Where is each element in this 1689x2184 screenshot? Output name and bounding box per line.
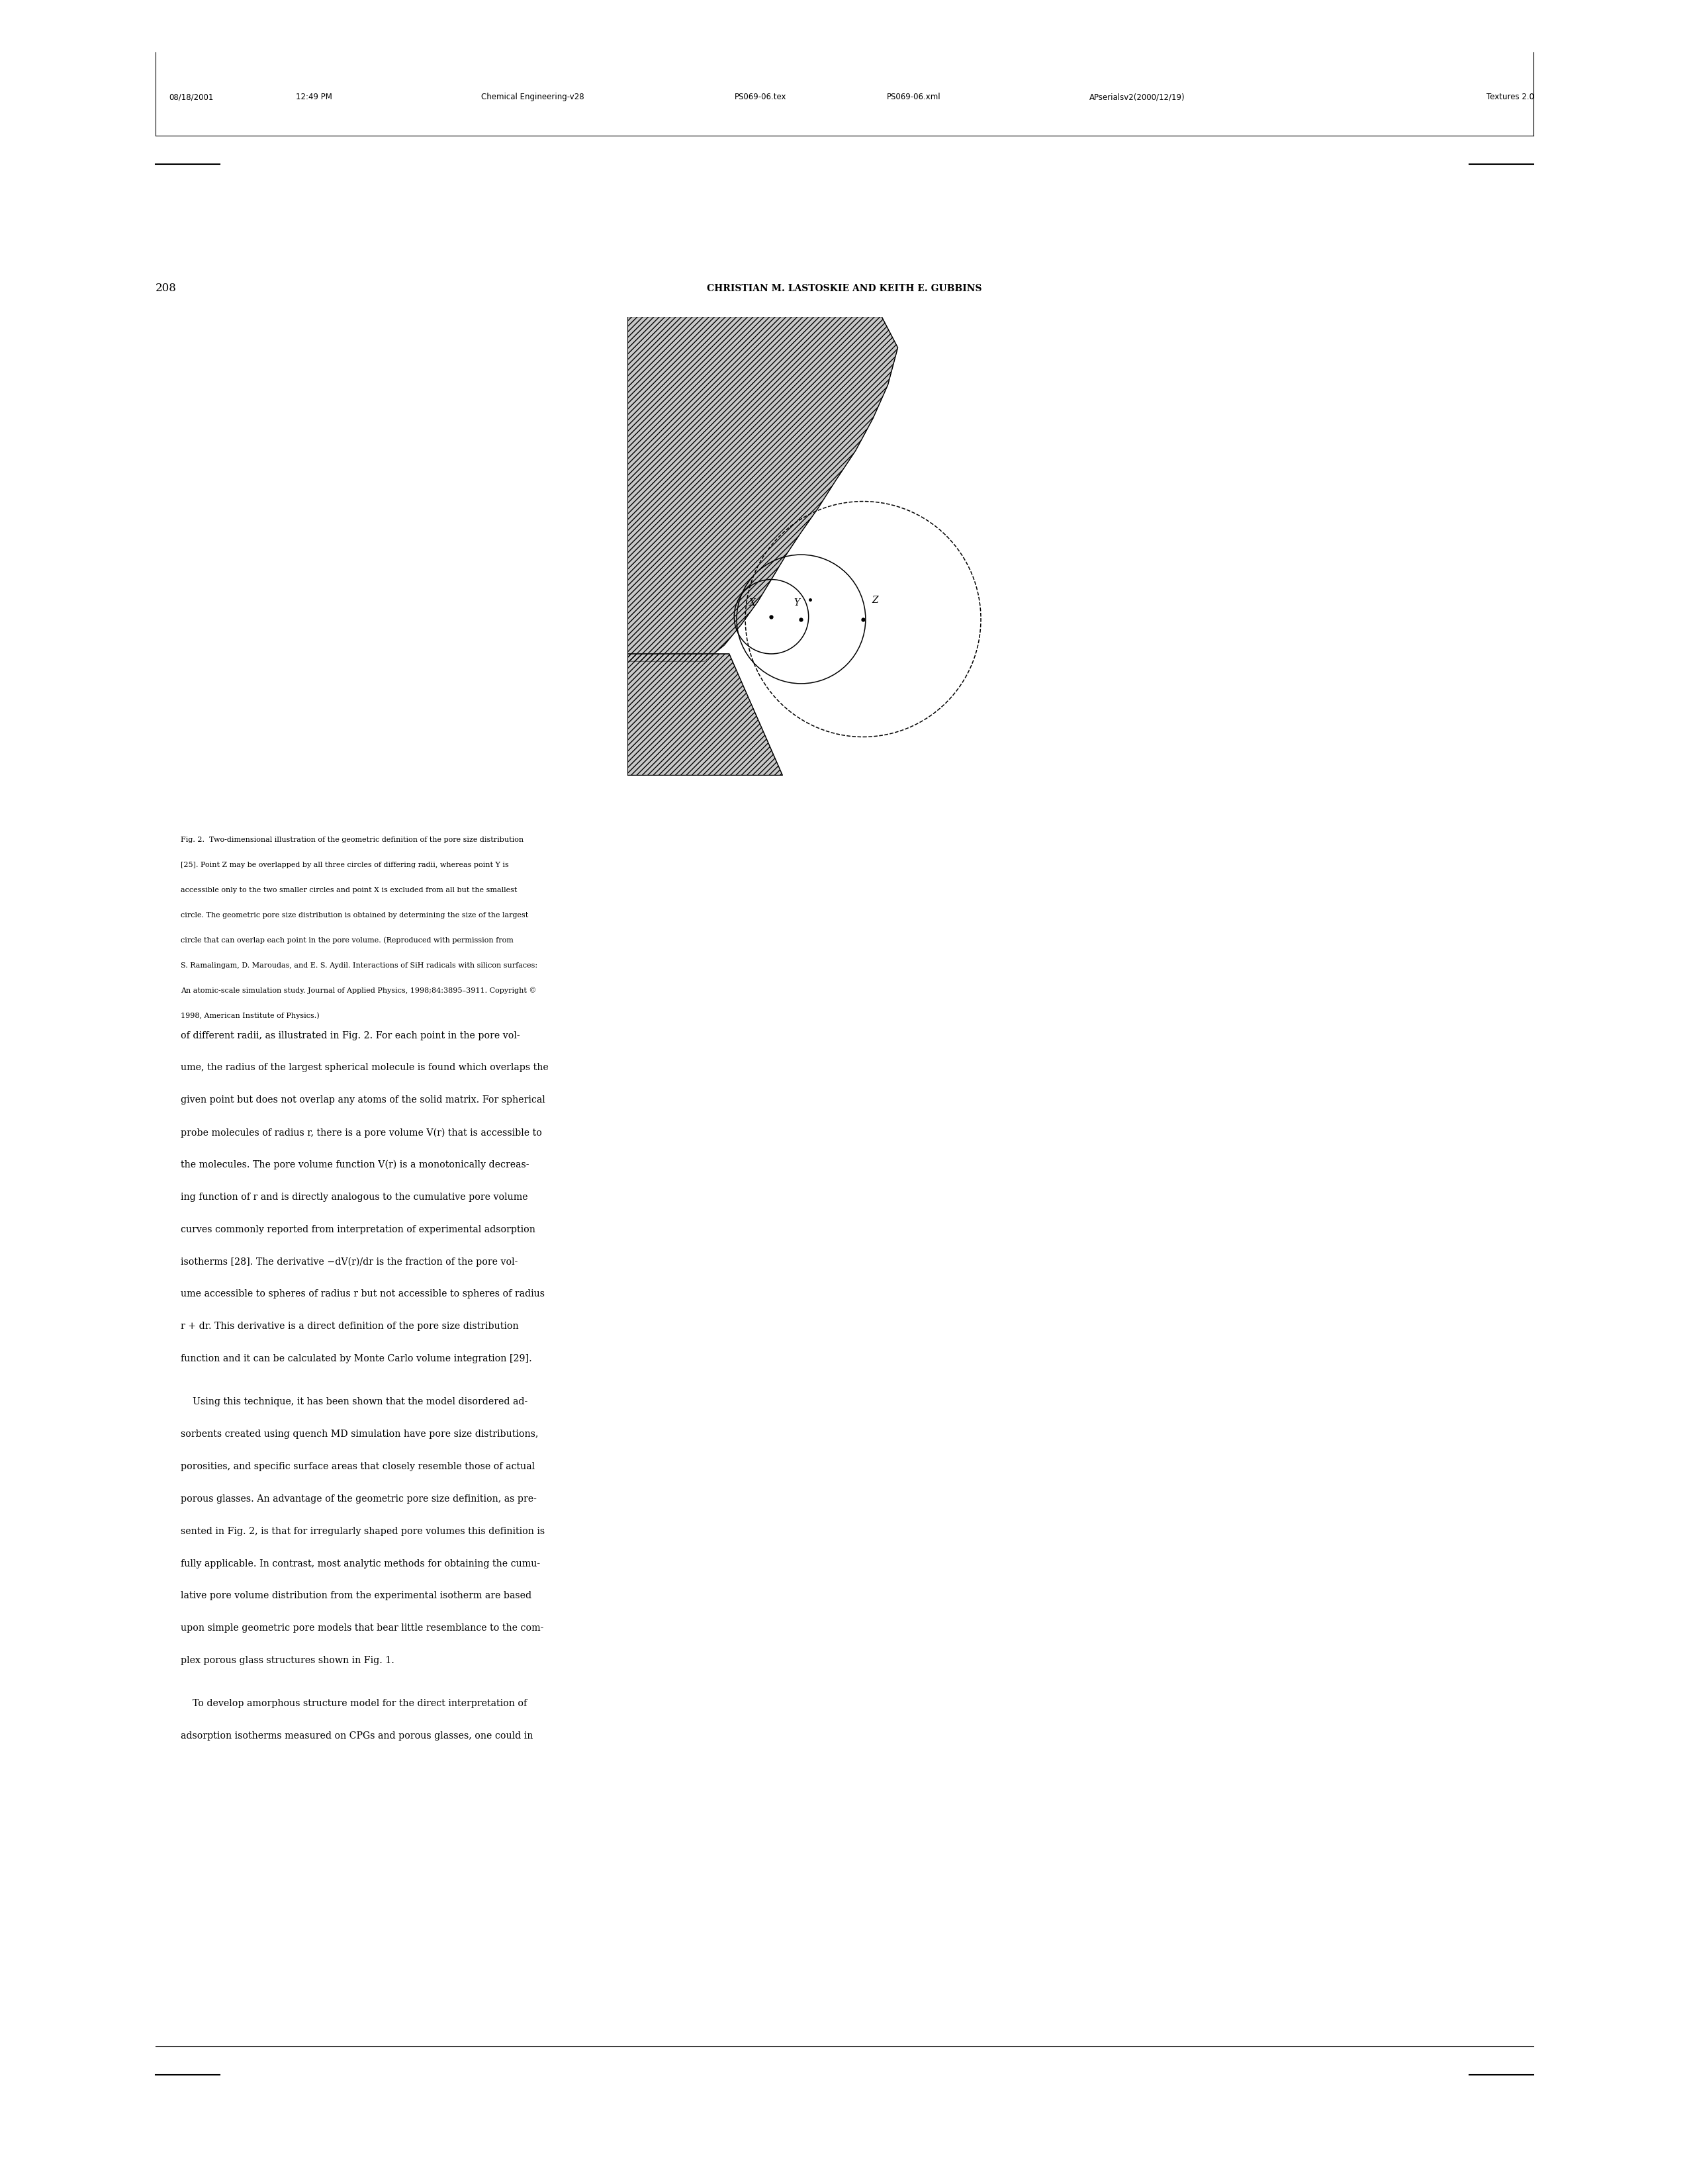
Text: circle that can overlap each point in the pore volume. (Reproduced with permissi: circle that can overlap each point in th… xyxy=(181,937,513,943)
Text: PS069-06.tex: PS069-06.tex xyxy=(735,94,787,100)
Text: ume, the radius of the largest spherical molecule is found which overlaps the: ume, the radius of the largest spherical… xyxy=(181,1064,549,1072)
Text: [25]. Point Z may be overlapped by all three circles of differing radii, whereas: [25]. Point Z may be overlapped by all t… xyxy=(181,860,508,869)
Text: 1998, American Institute of Physics.): 1998, American Institute of Physics.) xyxy=(181,1013,319,1020)
Text: Chemical Engineering-v28: Chemical Engineering-v28 xyxy=(481,94,584,100)
Text: Textures 2.0: Textures 2.0 xyxy=(1486,94,1534,100)
Text: ume accessible to spheres of radius r but not accessible to spheres of radius: ume accessible to spheres of radius r bu… xyxy=(181,1289,546,1299)
Text: 08/18/2001: 08/18/2001 xyxy=(169,94,213,100)
Text: PS069-06.xml: PS069-06.xml xyxy=(887,94,941,100)
Text: sented in Fig. 2, is that for irregularly shaped pore volumes this definition is: sented in Fig. 2, is that for irregularl… xyxy=(181,1527,546,1535)
Text: of different radii, as illustrated in Fig. 2. For each point in the pore vol-: of different radii, as illustrated in Fi… xyxy=(181,1031,520,1040)
Text: isotherms [28]. The derivative −dV(r)/dr is the fraction of the pore vol-: isotherms [28]. The derivative −dV(r)/dr… xyxy=(181,1258,519,1267)
Text: To develop amorphous structure model for the direct interpretation of: To develop amorphous structure model for… xyxy=(181,1699,527,1708)
Text: 12:49 PM: 12:49 PM xyxy=(296,94,333,100)
Text: ing function of r and is directly analogous to the cumulative pore volume: ing function of r and is directly analog… xyxy=(181,1192,529,1201)
Text: given point but does not overlap any atoms of the solid matrix. For spherical: given point but does not overlap any ato… xyxy=(181,1096,546,1105)
Text: porous glasses. An advantage of the geometric pore size definition, as pre-: porous glasses. An advantage of the geom… xyxy=(181,1494,537,1503)
Text: the molecules. The pore volume function V(r) is a monotonically decreas-: the molecules. The pore volume function … xyxy=(181,1160,529,1171)
Text: Y: Y xyxy=(794,598,799,607)
Text: X: X xyxy=(748,598,755,607)
Text: CHRISTIAN M. LASTOSKIE AND KEITH E. GUBBINS: CHRISTIAN M. LASTOSKIE AND KEITH E. GUBB… xyxy=(708,284,981,293)
Text: APserialsv2(2000/12/19): APserialsv2(2000/12/19) xyxy=(1089,94,1186,100)
Text: accessible only to the two smaller circles and point X is excluded from all but : accessible only to the two smaller circl… xyxy=(181,887,517,893)
Text: fully applicable. In contrast, most analytic methods for obtaining the cumu-: fully applicable. In contrast, most anal… xyxy=(181,1559,540,1568)
Text: Z: Z xyxy=(872,596,878,605)
Text: function and it can be calculated by Monte Carlo volume integration [29].: function and it can be calculated by Mon… xyxy=(181,1354,532,1363)
Text: sorbents created using quench MD simulation have pore size distributions,: sorbents created using quench MD simulat… xyxy=(181,1431,539,1439)
Text: Using this technique, it has been shown that the model disordered ad-: Using this technique, it has been shown … xyxy=(181,1398,527,1406)
Text: An atomic-scale simulation study. Journal of Applied Physics, 1998;84:3895–3911.: An atomic-scale simulation study. Journa… xyxy=(181,987,537,994)
Text: S. Ramalingam, D. Maroudas, and E. S. Aydil. Interactions of SiH radicals with s: S. Ramalingam, D. Maroudas, and E. S. Ay… xyxy=(181,961,537,970)
Text: lative pore volume distribution from the experimental isotherm are based: lative pore volume distribution from the… xyxy=(181,1592,532,1601)
Text: adsorption isotherms measured on CPGs and porous glasses, one could in: adsorption isotherms measured on CPGs an… xyxy=(181,1732,534,1741)
Text: probe molecules of radius r, there is a pore volume V(r) that is accessible to: probe molecules of radius r, there is a … xyxy=(181,1127,542,1138)
Polygon shape xyxy=(628,317,899,662)
Text: upon simple geometric pore models that bear little resemblance to the com-: upon simple geometric pore models that b… xyxy=(181,1623,544,1634)
Text: Fig. 2.  Two-dimensional illustration of the geometric definition of the pore si: Fig. 2. Two-dimensional illustration of … xyxy=(181,836,524,843)
Text: curves commonly reported from interpretation of experimental adsorption: curves commonly reported from interpreta… xyxy=(181,1225,535,1234)
Polygon shape xyxy=(628,653,782,775)
Text: r + dr. This derivative is a direct definition of the pore size distribution: r + dr. This derivative is a direct defi… xyxy=(181,1321,519,1330)
Text: porosities, and specific surface areas that closely resemble those of actual: porosities, and specific surface areas t… xyxy=(181,1461,535,1472)
Text: 208: 208 xyxy=(155,282,176,295)
Text: plex porous glass structures shown in Fig. 1.: plex porous glass structures shown in Fi… xyxy=(181,1655,395,1664)
Text: circle. The geometric pore size distribution is obtained by determining the size: circle. The geometric pore size distribu… xyxy=(181,913,529,919)
